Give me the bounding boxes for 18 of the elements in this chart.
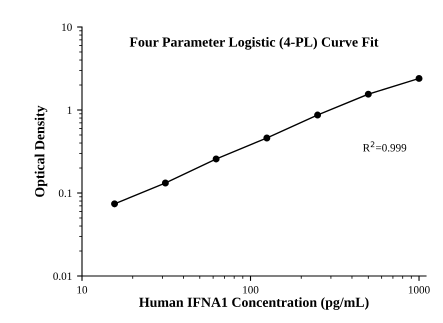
x-tick-label: 10	[77, 286, 88, 294]
x-tick-label: 100	[243, 286, 258, 294]
x-tick-label: 1000	[408, 286, 430, 294]
y-tick-label: 1	[68, 106, 72, 114]
text: Four Parameter Logistic (4-PL) Curve Fit	[130, 36, 378, 50]
point	[111, 200, 118, 208]
y-tick-label: 10	[62, 23, 72, 31]
y-axis-title: Optical Density	[34, 106, 48, 197]
annotation: R$^{2}$=0.999	[362, 141, 406, 152]
y-tick-label: 0.1	[58, 189, 72, 198]
point	[314, 112, 322, 118]
point	[364, 90, 372, 98]
point	[263, 134, 270, 142]
point	[162, 180, 169, 186]
y-tick-label: 0.01	[53, 272, 72, 280]
x-axis-title: Human IFNA1 Concentration (pg/mL)	[139, 297, 369, 310]
point	[416, 74, 422, 82]
point	[212, 156, 220, 162]
